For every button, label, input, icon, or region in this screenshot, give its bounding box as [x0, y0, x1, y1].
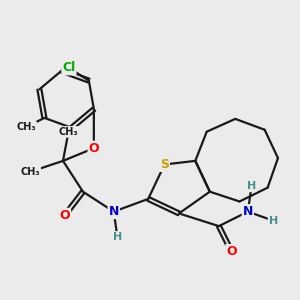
- Text: CH₃: CH₃: [58, 127, 78, 137]
- Text: O: O: [88, 142, 99, 155]
- Text: O: O: [226, 245, 237, 258]
- Text: H: H: [247, 181, 256, 191]
- Text: S: S: [160, 158, 169, 171]
- Text: CH₃: CH₃: [21, 167, 40, 177]
- Text: CH₃: CH₃: [16, 122, 36, 132]
- Text: Cl: Cl: [62, 61, 76, 74]
- Text: H: H: [268, 216, 278, 226]
- Text: N: N: [243, 205, 253, 218]
- Text: H: H: [113, 232, 122, 242]
- Text: O: O: [59, 209, 70, 222]
- Text: N: N: [109, 205, 119, 218]
